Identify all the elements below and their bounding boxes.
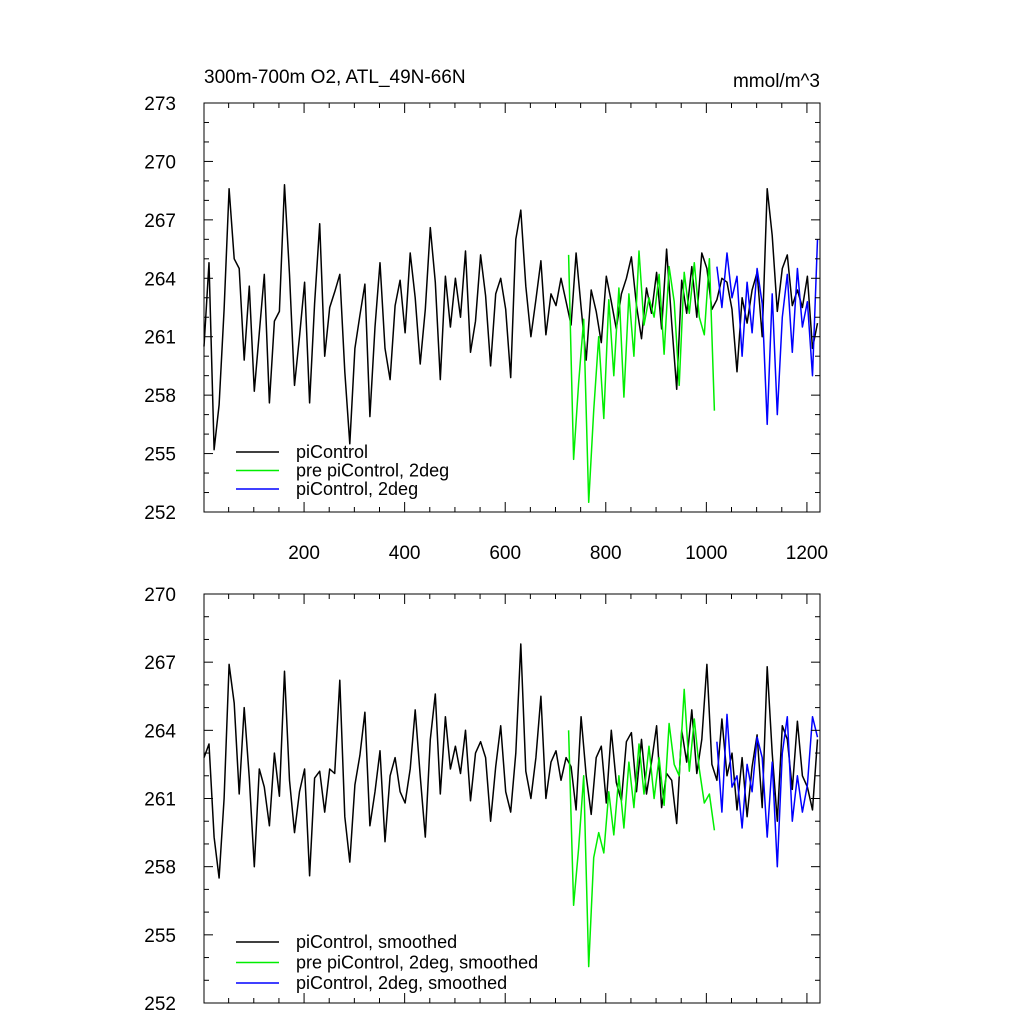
series-line-1-0 <box>203 643 819 879</box>
y-tick-label: 270 <box>144 152 176 173</box>
series-line-1-2 <box>716 713 819 868</box>
bottom-panel: 252 255 258 261 264 267 270 piControl, smoothed… <box>144 585 821 1015</box>
y-tick-label: 261 <box>144 790 176 811</box>
x-tick-label: 600 <box>489 543 521 564</box>
series-line-1-1 <box>567 688 716 968</box>
plot-frame <box>203 102 821 513</box>
y-tick-label: 273 <box>144 94 176 115</box>
series-line-0-2 <box>716 239 819 426</box>
y-tick-label: 258 <box>144 858 176 879</box>
y-tick-label: 261 <box>144 328 176 349</box>
x-tick-label: 400 <box>389 543 421 564</box>
y-tick-label: 258 <box>144 386 176 407</box>
legend-label: piControl, 2deg, smoothed <box>296 973 507 993</box>
x-tick-label: 1200 <box>786 543 828 564</box>
y-tick-label: 255 <box>144 445 176 466</box>
y-tick-label: 267 <box>144 211 176 232</box>
legend-label: pre piControl, 2deg, smoothed <box>296 953 538 973</box>
top-panel-title: 300m-700m O2, ATL_49N-66N <box>204 67 466 88</box>
y-tick-label: 270 <box>144 585 176 606</box>
series-line-0-1 <box>567 250 716 504</box>
y-tick-label: 252 <box>144 503 176 524</box>
legend-label: piControl, smoothed <box>296 932 457 952</box>
top-panel-units: mmol/m^3 <box>733 71 820 92</box>
y-tick-label: 252 <box>144 994 176 1015</box>
top-panel: 300m-700m O2, ATL_49N-66N mmol/m^3 252 25… <box>144 67 828 564</box>
y-tick-label: 264 <box>144 269 176 290</box>
y-tick-label: 255 <box>144 926 176 947</box>
series-line-0-0 <box>203 184 819 451</box>
x-tick-label: 800 <box>590 543 622 564</box>
x-tick-label: 200 <box>288 543 320 564</box>
legend-label: piControl, 2deg <box>296 479 418 499</box>
y-tick-label: 267 <box>144 653 176 674</box>
legend-label: piControl <box>296 442 368 462</box>
x-tick-label: 1000 <box>685 543 727 564</box>
legend-label: pre piControl, 2deg <box>296 461 449 481</box>
y-tick-label: 264 <box>144 721 176 742</box>
